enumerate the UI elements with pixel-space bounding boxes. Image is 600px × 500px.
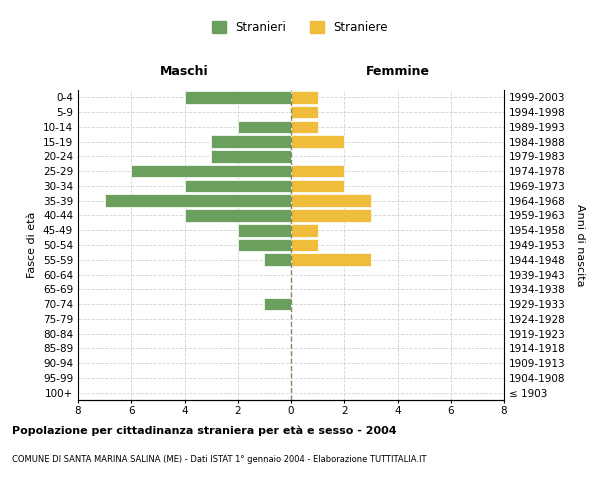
Bar (265, 254, 291, 266)
Y-axis label: Fasce di età: Fasce di età (28, 212, 37, 278)
Bar (238, 238, 291, 252)
Bar (211, 136, 291, 148)
Bar (185, 180, 291, 192)
Bar (238, 120, 291, 133)
Text: Femmine: Femmine (365, 64, 430, 78)
Bar (291, 238, 317, 252)
Legend: Stranieri, Straniere: Stranieri, Straniere (207, 16, 393, 38)
Text: Maschi: Maschi (160, 64, 209, 78)
Bar (291, 180, 344, 192)
Bar (131, 165, 291, 177)
Text: Popolazione per cittadinanza straniera per età e sesso - 2004: Popolazione per cittadinanza straniera p… (12, 425, 397, 436)
Bar (291, 106, 317, 118)
Bar (185, 209, 291, 222)
Bar (238, 224, 291, 236)
Y-axis label: Anni di nascita: Anni di nascita (575, 204, 585, 286)
Bar (291, 209, 371, 222)
Bar (104, 194, 291, 207)
Bar (291, 91, 317, 104)
Bar (185, 91, 291, 104)
Bar (211, 150, 291, 162)
Text: COMUNE DI SANTA MARINA SALINA (ME) - Dati ISTAT 1° gennaio 2004 - Elaborazione T: COMUNE DI SANTA MARINA SALINA (ME) - Dat… (12, 455, 427, 464)
Bar (291, 194, 371, 207)
Bar (291, 165, 344, 177)
Bar (291, 254, 371, 266)
Bar (265, 298, 291, 310)
Bar (291, 136, 344, 148)
Bar (291, 120, 317, 133)
Bar (291, 224, 317, 236)
